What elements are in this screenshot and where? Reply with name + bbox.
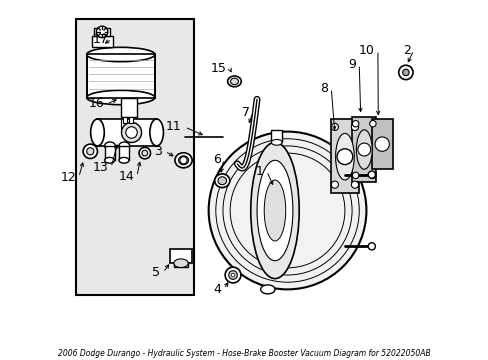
Ellipse shape <box>86 90 155 105</box>
Circle shape <box>121 122 142 143</box>
Circle shape <box>369 172 375 179</box>
Ellipse shape <box>257 160 292 261</box>
Bar <box>351 117 376 182</box>
Circle shape <box>224 267 241 283</box>
Text: 11: 11 <box>165 121 182 134</box>
Bar <box>76 19 194 295</box>
Bar <box>170 249 191 263</box>
Circle shape <box>228 271 237 279</box>
Ellipse shape <box>250 142 299 279</box>
Ellipse shape <box>86 47 155 62</box>
Text: 7: 7 <box>242 106 249 119</box>
Circle shape <box>351 181 358 188</box>
Ellipse shape <box>230 78 238 85</box>
Ellipse shape <box>119 142 129 150</box>
Bar <box>121 98 137 117</box>
Circle shape <box>357 143 370 156</box>
Circle shape <box>180 157 187 164</box>
Bar <box>97 119 156 146</box>
Text: 12: 12 <box>60 171 76 184</box>
Ellipse shape <box>174 259 188 267</box>
Bar <box>86 54 155 98</box>
Ellipse shape <box>119 157 129 163</box>
Ellipse shape <box>214 174 229 188</box>
Circle shape <box>125 127 137 138</box>
Bar <box>119 146 129 160</box>
Ellipse shape <box>356 130 371 169</box>
Bar <box>371 119 392 169</box>
Ellipse shape <box>178 156 188 165</box>
Circle shape <box>367 171 375 178</box>
Circle shape <box>369 121 375 127</box>
Ellipse shape <box>175 153 192 168</box>
Circle shape <box>96 26 108 38</box>
Ellipse shape <box>149 119 163 146</box>
Bar <box>92 36 112 47</box>
Text: 9: 9 <box>348 58 356 71</box>
Text: 1: 1 <box>255 165 264 177</box>
Text: 6: 6 <box>213 153 221 166</box>
Circle shape <box>330 181 338 188</box>
Ellipse shape <box>264 180 285 241</box>
Circle shape <box>139 147 150 159</box>
Text: 2: 2 <box>402 44 410 57</box>
Circle shape <box>402 69 408 76</box>
Bar <box>129 117 133 123</box>
Bar <box>271 130 282 142</box>
Text: 4: 4 <box>212 283 221 296</box>
Bar <box>330 119 359 193</box>
Text: 5: 5 <box>152 266 160 279</box>
Circle shape <box>142 150 147 156</box>
Ellipse shape <box>104 142 115 150</box>
Circle shape <box>336 149 352 165</box>
Text: 3: 3 <box>154 145 162 158</box>
Circle shape <box>83 144 97 158</box>
Bar <box>174 262 188 267</box>
Circle shape <box>86 148 94 155</box>
Text: 8: 8 <box>320 82 328 95</box>
Ellipse shape <box>227 76 241 87</box>
Text: 14: 14 <box>118 170 134 183</box>
Ellipse shape <box>208 132 366 289</box>
Circle shape <box>352 121 358 127</box>
Text: 2006 Dodge Durango - Hydraulic System - Hose-Brake Booster Vacuum Diagram for 52: 2006 Dodge Durango - Hydraulic System - … <box>58 348 430 357</box>
Bar <box>86 54 155 98</box>
Circle shape <box>330 123 338 131</box>
Ellipse shape <box>90 119 104 146</box>
Text: 10: 10 <box>358 44 374 57</box>
Circle shape <box>374 137 388 151</box>
Ellipse shape <box>271 139 282 145</box>
Text: 13: 13 <box>92 161 108 174</box>
Text: 16: 16 <box>88 98 104 111</box>
Ellipse shape <box>104 157 115 163</box>
Ellipse shape <box>260 285 274 294</box>
Circle shape <box>231 273 234 277</box>
Ellipse shape <box>218 177 226 185</box>
Circle shape <box>351 123 358 131</box>
Bar <box>94 28 110 36</box>
Bar <box>104 146 115 160</box>
Ellipse shape <box>335 134 353 180</box>
Circle shape <box>398 65 412 80</box>
Circle shape <box>352 172 358 179</box>
Bar <box>122 117 126 123</box>
Text: 15: 15 <box>210 62 226 75</box>
Text: 17: 17 <box>93 32 109 46</box>
Circle shape <box>367 243 375 250</box>
